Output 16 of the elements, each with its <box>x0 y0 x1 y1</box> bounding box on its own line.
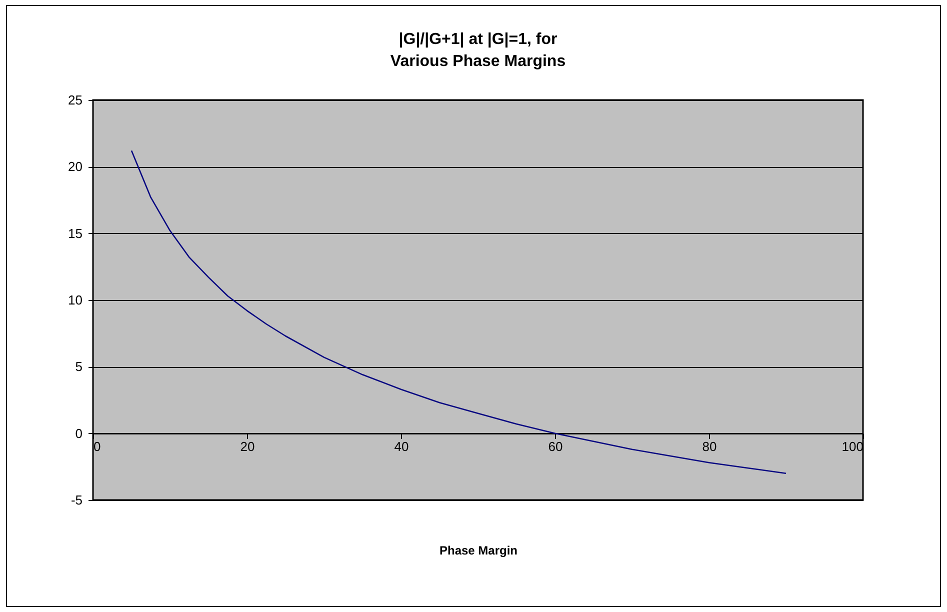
y-tick-label: 0 <box>75 426 82 441</box>
x-tick-label: 80 <box>702 438 717 454</box>
x-tick-label: 100 <box>842 438 864 454</box>
y-tick-label: 5 <box>75 359 82 374</box>
y-tick-label: 15 <box>68 226 82 241</box>
y-tick-label: 20 <box>68 159 82 174</box>
x-tick-label: 40 <box>394 438 409 454</box>
y-tick-label: 25 <box>68 92 82 108</box>
x-axis-title: Phase Margin <box>439 544 518 558</box>
line-series <box>130 150 787 474</box>
x-tick-label: 60 <box>548 438 563 454</box>
x-tick-label: 0 <box>94 438 101 454</box>
y-tick-label: 10 <box>68 292 82 308</box>
chart-title: |G|/|G+1| at |G|=1, for Various Phase Margins <box>390 31 566 70</box>
y-tick-label: -5 <box>70 492 82 508</box>
x-tick-label: 20 <box>240 438 255 454</box>
